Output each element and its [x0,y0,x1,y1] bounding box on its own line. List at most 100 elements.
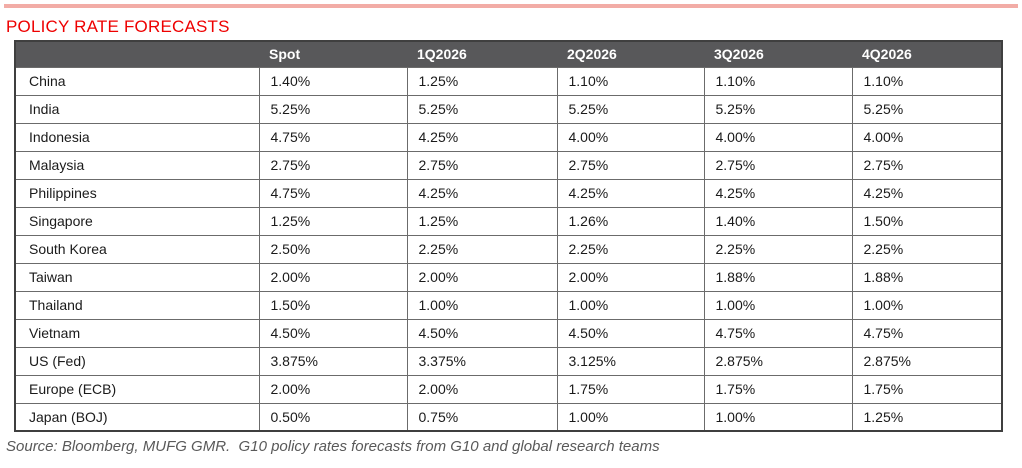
rate-cell: 2.25% [556,234,705,264]
rate-cell: 1.26% [556,206,705,236]
rate-cell: 2.25% [851,234,1003,264]
rate-cell: 1.10% [703,66,853,96]
row-label: India [14,94,260,124]
rate-cell: 2.75% [556,150,705,180]
row-label: Malaysia [14,150,260,180]
row-label: Europe (ECB) [14,374,260,404]
rate-cell: 1.40% [258,66,408,96]
rate-cell: 1.25% [851,402,1003,432]
row-label: Thailand [14,290,260,320]
table-row: Indonesia 4.75% 4.25% 4.00% 4.00% 4.00% [14,122,1003,152]
row-label: Vietnam [14,318,260,348]
column-header-2q2026: 2Q2026 [557,41,704,67]
rate-cell: 4.50% [556,318,705,348]
rate-cell: 2.00% [406,262,558,292]
table-row: Taiwan 2.00% 2.00% 2.00% 1.88% 1.88% [14,262,1003,292]
row-label: Singapore [14,206,260,236]
policy-rate-forecast-table: Spot 1Q2026 2Q2026 3Q2026 4Q2026 China 1.… [14,40,1003,432]
rate-cell: 1.75% [556,374,705,404]
table-row: Thailand 1.50% 1.00% 1.00% 1.00% 1.00% [14,290,1003,320]
rate-cell: 2.25% [406,234,558,264]
row-label: Philippines [14,178,260,208]
column-header-blank [15,41,259,67]
rate-cell: 2.875% [703,346,853,376]
rate-cell: 1.75% [703,374,853,404]
rate-cell: 4.00% [703,122,853,152]
rate-cell: 1.00% [851,290,1003,320]
table-row: US (Fed) 3.875% 3.375% 3.125% 2.875% 2.875% [14,346,1003,376]
rate-cell: 2.00% [258,262,408,292]
rate-cell: 5.25% [258,94,408,124]
rate-cell: 1.50% [851,206,1003,236]
table-body: China 1.40% 1.25% 1.10% 1.10% 1.10% India 5.25%… [14,66,1003,432]
rate-cell: 4.25% [703,178,853,208]
rate-cell: 2.875% [851,346,1003,376]
rate-cell: 0.75% [406,402,558,432]
rate-cell: 2.25% [703,234,853,264]
rate-cell: 3.375% [406,346,558,376]
rate-cell: 4.25% [406,122,558,152]
rate-cell: 5.25% [406,94,558,124]
table-row: Malaysia 2.75% 2.75% 2.75% 2.75% 2.75% [14,150,1003,180]
rate-cell: 4.75% [703,318,853,348]
page-title: POLICY RATE FORECASTS [6,17,230,36]
rate-cell: 2.75% [258,150,408,180]
source-note: Source: Bloomberg, MUFG GMR. G10 policy … [6,438,660,455]
rate-cell: 5.25% [851,94,1003,124]
rate-cell: 5.25% [556,94,705,124]
rate-cell: 1.25% [258,206,408,236]
rate-cell: 4.25% [851,178,1003,208]
rate-cell: 2.50% [258,234,408,264]
row-label: South Korea [14,234,260,264]
rate-cell: 2.00% [406,374,558,404]
rate-cell: 4.00% [556,122,705,152]
rate-cell: 1.50% [258,290,408,320]
table-row: Philippines 4.75% 4.25% 4.25% 4.25% 4.25% [14,178,1003,208]
rate-cell: 4.75% [258,122,408,152]
rate-cell: 3.125% [556,346,705,376]
rate-cell: 4.50% [406,318,558,348]
rate-cell: 1.00% [556,290,705,320]
table-row: Singapore 1.25% 1.25% 1.26% 1.40% 1.50% [14,206,1003,236]
rate-cell: 1.00% [406,290,558,320]
table-row: South Korea 2.50% 2.25% 2.25% 2.25% 2.25% [14,234,1003,264]
table-row: China 1.40% 1.25% 1.10% 1.10% 1.10% [14,66,1003,96]
top-divider-rule [4,4,1018,8]
rate-cell: 2.00% [258,374,408,404]
rate-cell: 1.88% [703,262,853,292]
rate-cell: 1.40% [703,206,853,236]
rate-cell: 1.25% [406,206,558,236]
row-label: Taiwan [14,262,260,292]
rate-cell: 1.88% [851,262,1003,292]
rate-cell: 1.00% [703,290,853,320]
table-row: Vietnam 4.50% 4.50% 4.50% 4.75% 4.75% [14,318,1003,348]
rate-cell: 3.875% [258,346,408,376]
column-header-3q2026: 3Q2026 [704,41,852,67]
table-row: Europe (ECB) 2.00% 2.00% 1.75% 1.75% 1.75% [14,374,1003,404]
rate-cell: 4.75% [851,318,1003,348]
rate-cell: 2.00% [556,262,705,292]
rate-cell: 4.50% [258,318,408,348]
column-header-1q2026: 1Q2026 [407,41,557,67]
row-label: Indonesia [14,122,260,152]
table-row: Japan (BOJ) 0.50% 0.75% 1.00% 1.00% 1.25% [14,402,1003,432]
row-label: Japan (BOJ) [14,402,260,432]
rate-cell: 4.75% [258,178,408,208]
rate-cell: 1.10% [556,66,705,96]
rate-cell: 4.25% [406,178,558,208]
rate-cell: 2.75% [851,150,1003,180]
column-header-spot: Spot [259,41,407,67]
table-header-row: Spot 1Q2026 2Q2026 3Q2026 4Q2026 [15,41,1002,67]
rate-cell: 4.25% [556,178,705,208]
row-label: China [14,66,260,96]
row-label: US (Fed) [14,346,260,376]
rate-cell: 5.25% [703,94,853,124]
rate-cell: 2.75% [703,150,853,180]
rate-cell: 1.00% [703,402,853,432]
rate-cell: 1.10% [851,66,1003,96]
column-header-4q2026: 4Q2026 [852,41,1002,67]
rate-cell: 0.50% [258,402,408,432]
table-row: India 5.25% 5.25% 5.25% 5.25% 5.25% [14,94,1003,124]
rate-cell: 2.75% [406,150,558,180]
rate-cell: 4.00% [851,122,1003,152]
